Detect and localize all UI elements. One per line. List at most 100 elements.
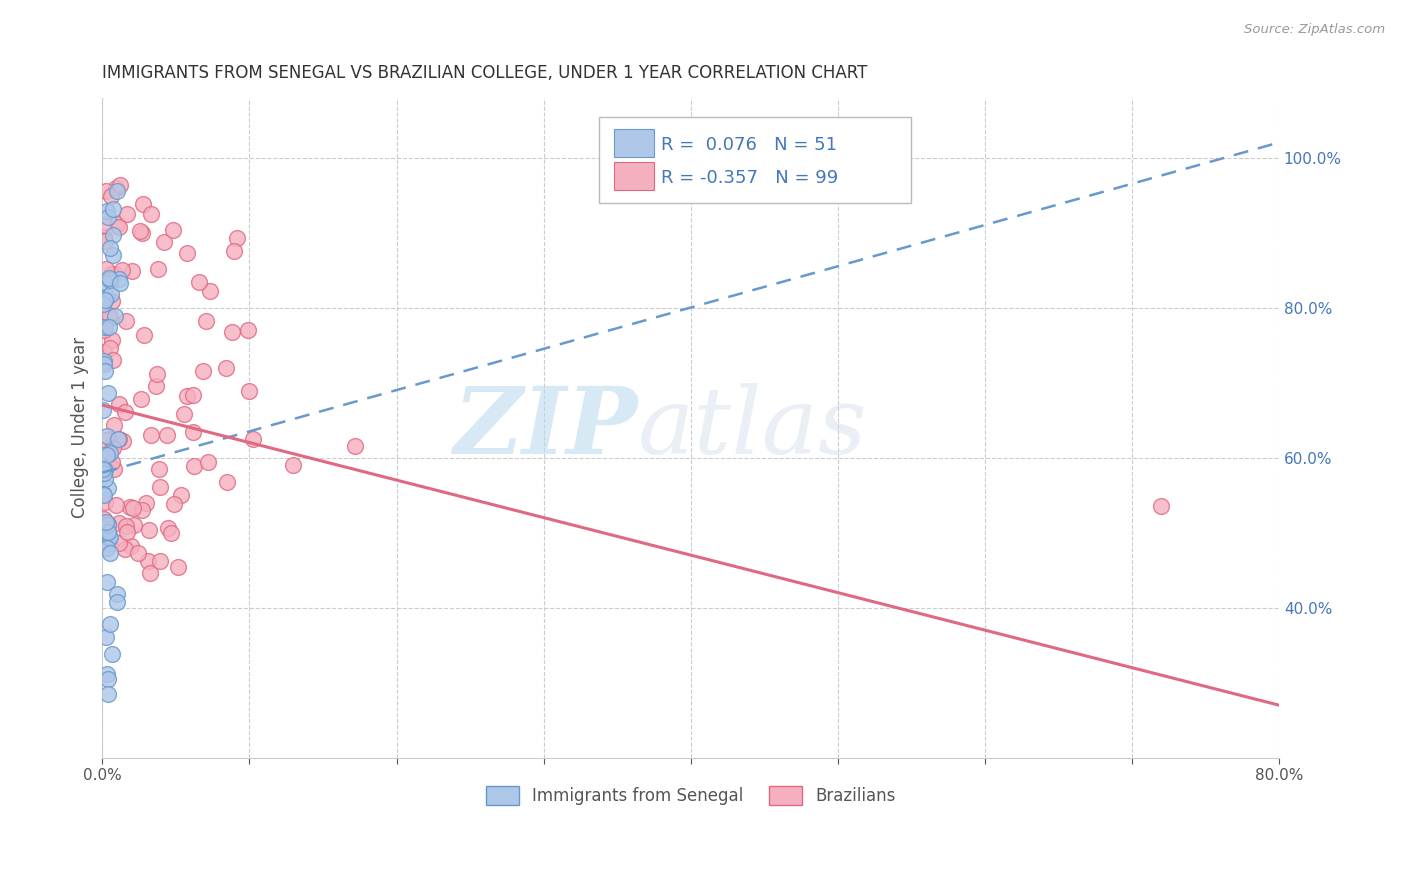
Point bbox=[96, 448, 118, 462]
Point bbox=[97, 210, 120, 224]
Point bbox=[98, 537, 121, 551]
Point bbox=[98, 273, 121, 287]
Point bbox=[91, 275, 114, 289]
Point bbox=[105, 217, 128, 231]
Point bbox=[108, 178, 131, 193]
Point bbox=[131, 197, 153, 211]
Point bbox=[187, 275, 209, 289]
Point bbox=[215, 475, 238, 489]
Point bbox=[93, 218, 115, 232]
Text: IMMIGRANTS FROM SENEGAL VS BRAZILIAN COLLEGE, UNDER 1 YEAR CORRELATION CHART: IMMIGRANTS FROM SENEGAL VS BRAZILIAN COL… bbox=[103, 64, 868, 82]
Point bbox=[93, 229, 115, 244]
Point bbox=[93, 515, 115, 529]
Point bbox=[97, 481, 120, 495]
Point bbox=[98, 271, 121, 285]
Point bbox=[191, 364, 214, 378]
Point bbox=[101, 436, 124, 450]
Point bbox=[146, 261, 169, 276]
Point bbox=[96, 290, 118, 304]
Point bbox=[242, 433, 264, 447]
Point bbox=[101, 441, 124, 455]
Point bbox=[93, 344, 115, 359]
Point bbox=[181, 388, 204, 402]
Point bbox=[183, 458, 205, 473]
Point bbox=[91, 461, 114, 475]
Point bbox=[100, 455, 122, 469]
Point bbox=[93, 466, 115, 480]
Point bbox=[115, 518, 138, 533]
Point bbox=[122, 500, 145, 515]
Point bbox=[93, 323, 115, 337]
Point bbox=[120, 539, 142, 553]
Point bbox=[98, 241, 121, 255]
Point bbox=[94, 234, 117, 248]
Point bbox=[139, 428, 162, 442]
Point bbox=[132, 327, 155, 342]
Point bbox=[146, 368, 169, 382]
Point bbox=[96, 574, 118, 589]
Point bbox=[104, 267, 127, 281]
Point bbox=[103, 353, 125, 368]
Text: ZIP: ZIP bbox=[454, 383, 638, 473]
Text: R =  0.076   N = 51: R = 0.076 N = 51 bbox=[661, 136, 837, 153]
Point bbox=[98, 530, 121, 544]
Point bbox=[97, 687, 120, 701]
Point bbox=[98, 342, 121, 356]
Point bbox=[105, 185, 128, 199]
Point bbox=[108, 219, 131, 234]
Point bbox=[91, 487, 114, 501]
Point bbox=[96, 429, 118, 443]
Point bbox=[115, 207, 138, 221]
Point bbox=[156, 520, 179, 534]
Point bbox=[181, 425, 204, 440]
Point bbox=[167, 560, 190, 574]
Point bbox=[91, 297, 114, 311]
Point bbox=[107, 432, 129, 446]
Point bbox=[98, 532, 121, 546]
Y-axis label: College, Under 1 year: College, Under 1 year bbox=[72, 337, 89, 518]
Point bbox=[198, 284, 221, 298]
Text: Source: ZipAtlas.com: Source: ZipAtlas.com bbox=[1244, 23, 1385, 37]
Point bbox=[153, 235, 176, 250]
Point bbox=[155, 427, 177, 442]
Point bbox=[105, 594, 128, 608]
Point bbox=[117, 524, 139, 539]
Point bbox=[97, 517, 120, 532]
Point bbox=[215, 360, 238, 375]
Point bbox=[97, 516, 120, 531]
Point bbox=[96, 541, 118, 556]
Point bbox=[101, 228, 124, 243]
Point bbox=[98, 546, 121, 560]
Point bbox=[194, 314, 217, 328]
Point bbox=[281, 458, 304, 472]
Point bbox=[103, 418, 125, 433]
Point bbox=[127, 546, 149, 560]
Text: atlas: atlas bbox=[638, 383, 868, 473]
Point bbox=[94, 630, 117, 644]
Point bbox=[94, 364, 117, 378]
Point bbox=[162, 222, 184, 236]
Point bbox=[139, 566, 162, 581]
Point bbox=[197, 455, 219, 469]
Point bbox=[145, 378, 167, 392]
Point bbox=[94, 495, 117, 509]
Point bbox=[93, 357, 115, 371]
Point bbox=[108, 397, 131, 411]
Point bbox=[101, 647, 124, 661]
Point bbox=[112, 434, 135, 448]
Point bbox=[94, 515, 117, 529]
Point bbox=[111, 263, 134, 277]
Point bbox=[100, 287, 122, 301]
Point bbox=[104, 309, 127, 323]
Point bbox=[149, 480, 172, 494]
Point bbox=[107, 432, 129, 446]
Point bbox=[138, 523, 160, 537]
Point bbox=[96, 203, 118, 218]
Point bbox=[160, 526, 183, 541]
Point bbox=[97, 525, 120, 540]
Point bbox=[108, 516, 131, 531]
Point bbox=[105, 587, 128, 601]
Text: R = -0.357   N = 99: R = -0.357 N = 99 bbox=[661, 169, 838, 186]
Point bbox=[103, 462, 125, 476]
Point bbox=[101, 293, 124, 308]
